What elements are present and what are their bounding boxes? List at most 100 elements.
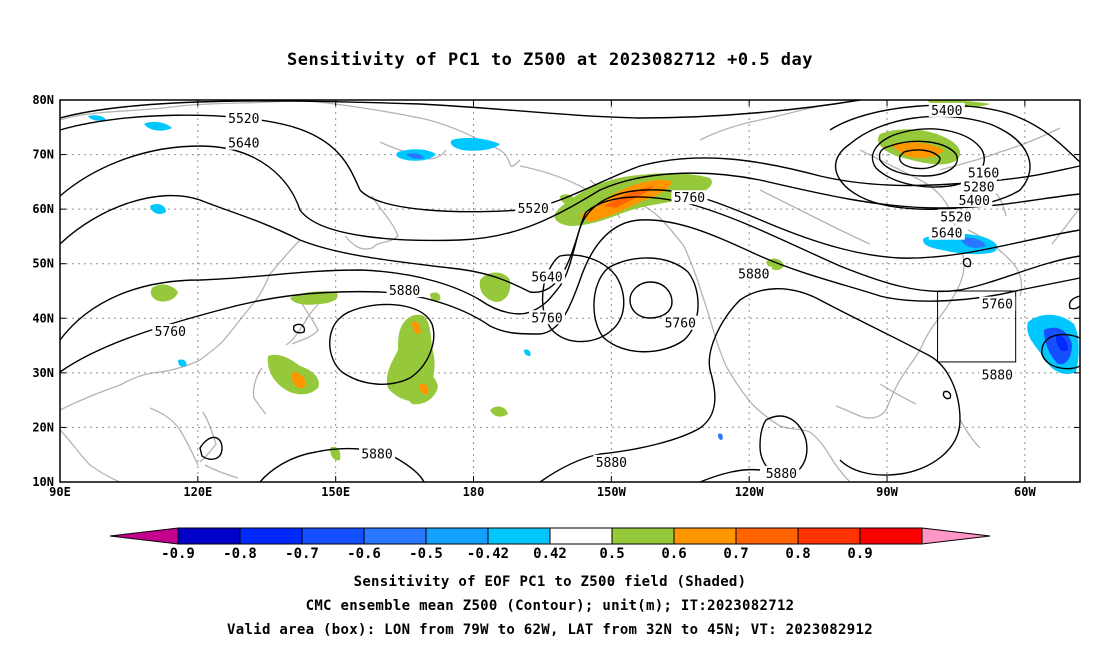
lon-label: 150W	[597, 485, 627, 499]
contour-label-bg	[662, 315, 699, 330]
lat-label: 80N	[32, 93, 54, 107]
shade-green-small-1	[490, 406, 508, 417]
colorbar-tick-label: -0.42	[467, 546, 509, 562]
colorbar-tick-label: 0.8	[785, 546, 810, 562]
contour-label-bg	[928, 225, 965, 240]
lon-label: 180	[463, 485, 485, 499]
lon-label: 90W	[876, 485, 898, 499]
colorbar-segment	[797, 527, 861, 545]
contour-label-bg	[515, 201, 552, 216]
contour-label: 5400	[931, 104, 962, 119]
contour-label: 5760	[674, 191, 705, 206]
coastlines	[59, 99, 1081, 483]
contour-label-bg	[960, 179, 997, 194]
latitude-labels: 80N 70N 60N 50N 40N 30N 20N 10N	[32, 93, 54, 489]
shade-green-small-3	[430, 292, 441, 301]
colorbar-tick-label: -0.5	[409, 546, 443, 562]
colorbar-tick-label: 0.9	[847, 546, 872, 562]
colorbar-segment	[363, 527, 427, 545]
colorbar-segment	[859, 527, 923, 545]
colorbar-segment	[611, 527, 675, 545]
lon-label: 150E	[321, 485, 350, 499]
contour-label-bg	[735, 266, 772, 281]
shade-blue-arctic-2	[406, 153, 424, 159]
shade-orange-pacific-1	[412, 321, 421, 335]
colorbar-tick-label: -0.9	[161, 546, 195, 562]
contour-label-bg	[225, 135, 262, 150]
contour-label: 5640	[228, 137, 259, 152]
shade-blue-small-2	[524, 349, 531, 356]
shade-blue-siberia	[150, 204, 166, 214]
contour-label-bg	[593, 454, 630, 469]
contour-label-bg	[979, 296, 1016, 311]
longitude-labels: 90E 120E 150E 180 150W 120W 90W 60W	[49, 485, 1036, 499]
map-background	[60, 100, 1080, 482]
page-title: Sensitivity of PC1 to Z500 at 2023082712…	[286, 50, 813, 70]
footer-line-3: Valid area (box): LON from 79W to 62W, L…	[227, 622, 873, 638]
contour-label-bg	[359, 446, 396, 461]
contour-label: 5760	[531, 311, 562, 326]
colorbar-tick-label: 0.5	[599, 546, 624, 562]
lat-label: 60N	[32, 202, 54, 216]
contour-label-bg	[671, 190, 708, 205]
contour-label: 5880	[361, 448, 392, 463]
contour-label-bg	[763, 465, 800, 480]
shade-green-small-4	[560, 194, 575, 205]
valid-area-box	[937, 290, 1017, 363]
footer-line-1: Sensitivity of EOF PC1 to Z500 field (Sh…	[353, 574, 747, 590]
contour-label: 5760	[665, 317, 696, 332]
contour-label-bg	[386, 283, 423, 297]
contour-label: 5640	[931, 227, 962, 242]
colorbar-tick-label: -0.7	[285, 546, 319, 562]
colorbar-tick-label: 0.42	[533, 546, 567, 562]
colorbar: -0.9 -0.8 -0.7 -0.6 -0.5 -0.42 0.42 0.5 0.6 0.7 0.…	[109, 527, 991, 562]
colorbar-tick-label: -0.6	[347, 546, 381, 562]
colorbar-segment	[177, 527, 241, 545]
contour-label-bg	[928, 102, 965, 117]
shade-blue-arctic-3	[450, 137, 500, 151]
lon-label: 120E	[183, 485, 212, 499]
colorbar-segment	[735, 527, 799, 545]
colorbar-arrow-left	[109, 527, 179, 545]
shade-green-small-2	[330, 446, 341, 461]
colorbar-arrow-right	[921, 527, 991, 545]
contour-label-bg	[937, 209, 974, 224]
lat-label: 10N	[32, 475, 54, 489]
lat-label: 50N	[32, 257, 54, 271]
contour-label: 5280	[963, 180, 994, 195]
shade-blue-small-3	[718, 433, 723, 440]
contour-label: 5760	[982, 298, 1013, 313]
contour-label-bg	[152, 323, 189, 338]
contour-label: 5400	[959, 194, 990, 209]
contour-label-bg	[956, 192, 993, 207]
contour-labels: 5520564054005160528054005520564057605520…	[152, 102, 1016, 482]
contour-label-bg	[529, 269, 566, 284]
colorbar-segment	[301, 527, 365, 545]
contour-label: 5520	[940, 210, 971, 225]
contour-label: 5160	[968, 167, 999, 182]
contour-label: 5880	[982, 369, 1013, 384]
shade-orange-pacific-2	[419, 383, 429, 395]
contour-label: 5520	[228, 112, 259, 127]
colorbar-tick-label: -0.8	[223, 546, 257, 562]
contour-label-bg	[965, 165, 1002, 180]
contour-label-bg	[225, 111, 262, 126]
footer-line-2: CMC ensemble mean Z500 (Contour); unit(m…	[305, 598, 795, 614]
shade-orange-japan-south	[291, 372, 306, 389]
shade-blue-arctic-5	[88, 115, 106, 121]
lat-label: 30N	[32, 366, 54, 380]
contour-label-bg	[529, 310, 566, 325]
contour-label: 5760	[155, 325, 186, 340]
map-frame	[59, 99, 1081, 483]
contour-label: 5880	[766, 467, 797, 482]
lat-label: 40N	[32, 311, 54, 325]
axis-ticks	[59, 99, 1080, 483]
shade-blue-labrador-2	[960, 237, 986, 248]
contour-label: 5640	[531, 270, 562, 285]
lon-label: 120W	[735, 485, 765, 499]
lon-label: 90E	[49, 485, 71, 499]
contour-label: 5880	[389, 284, 420, 299]
contour-label: 5880	[738, 268, 769, 283]
shade-blue-small-1	[178, 359, 187, 367]
